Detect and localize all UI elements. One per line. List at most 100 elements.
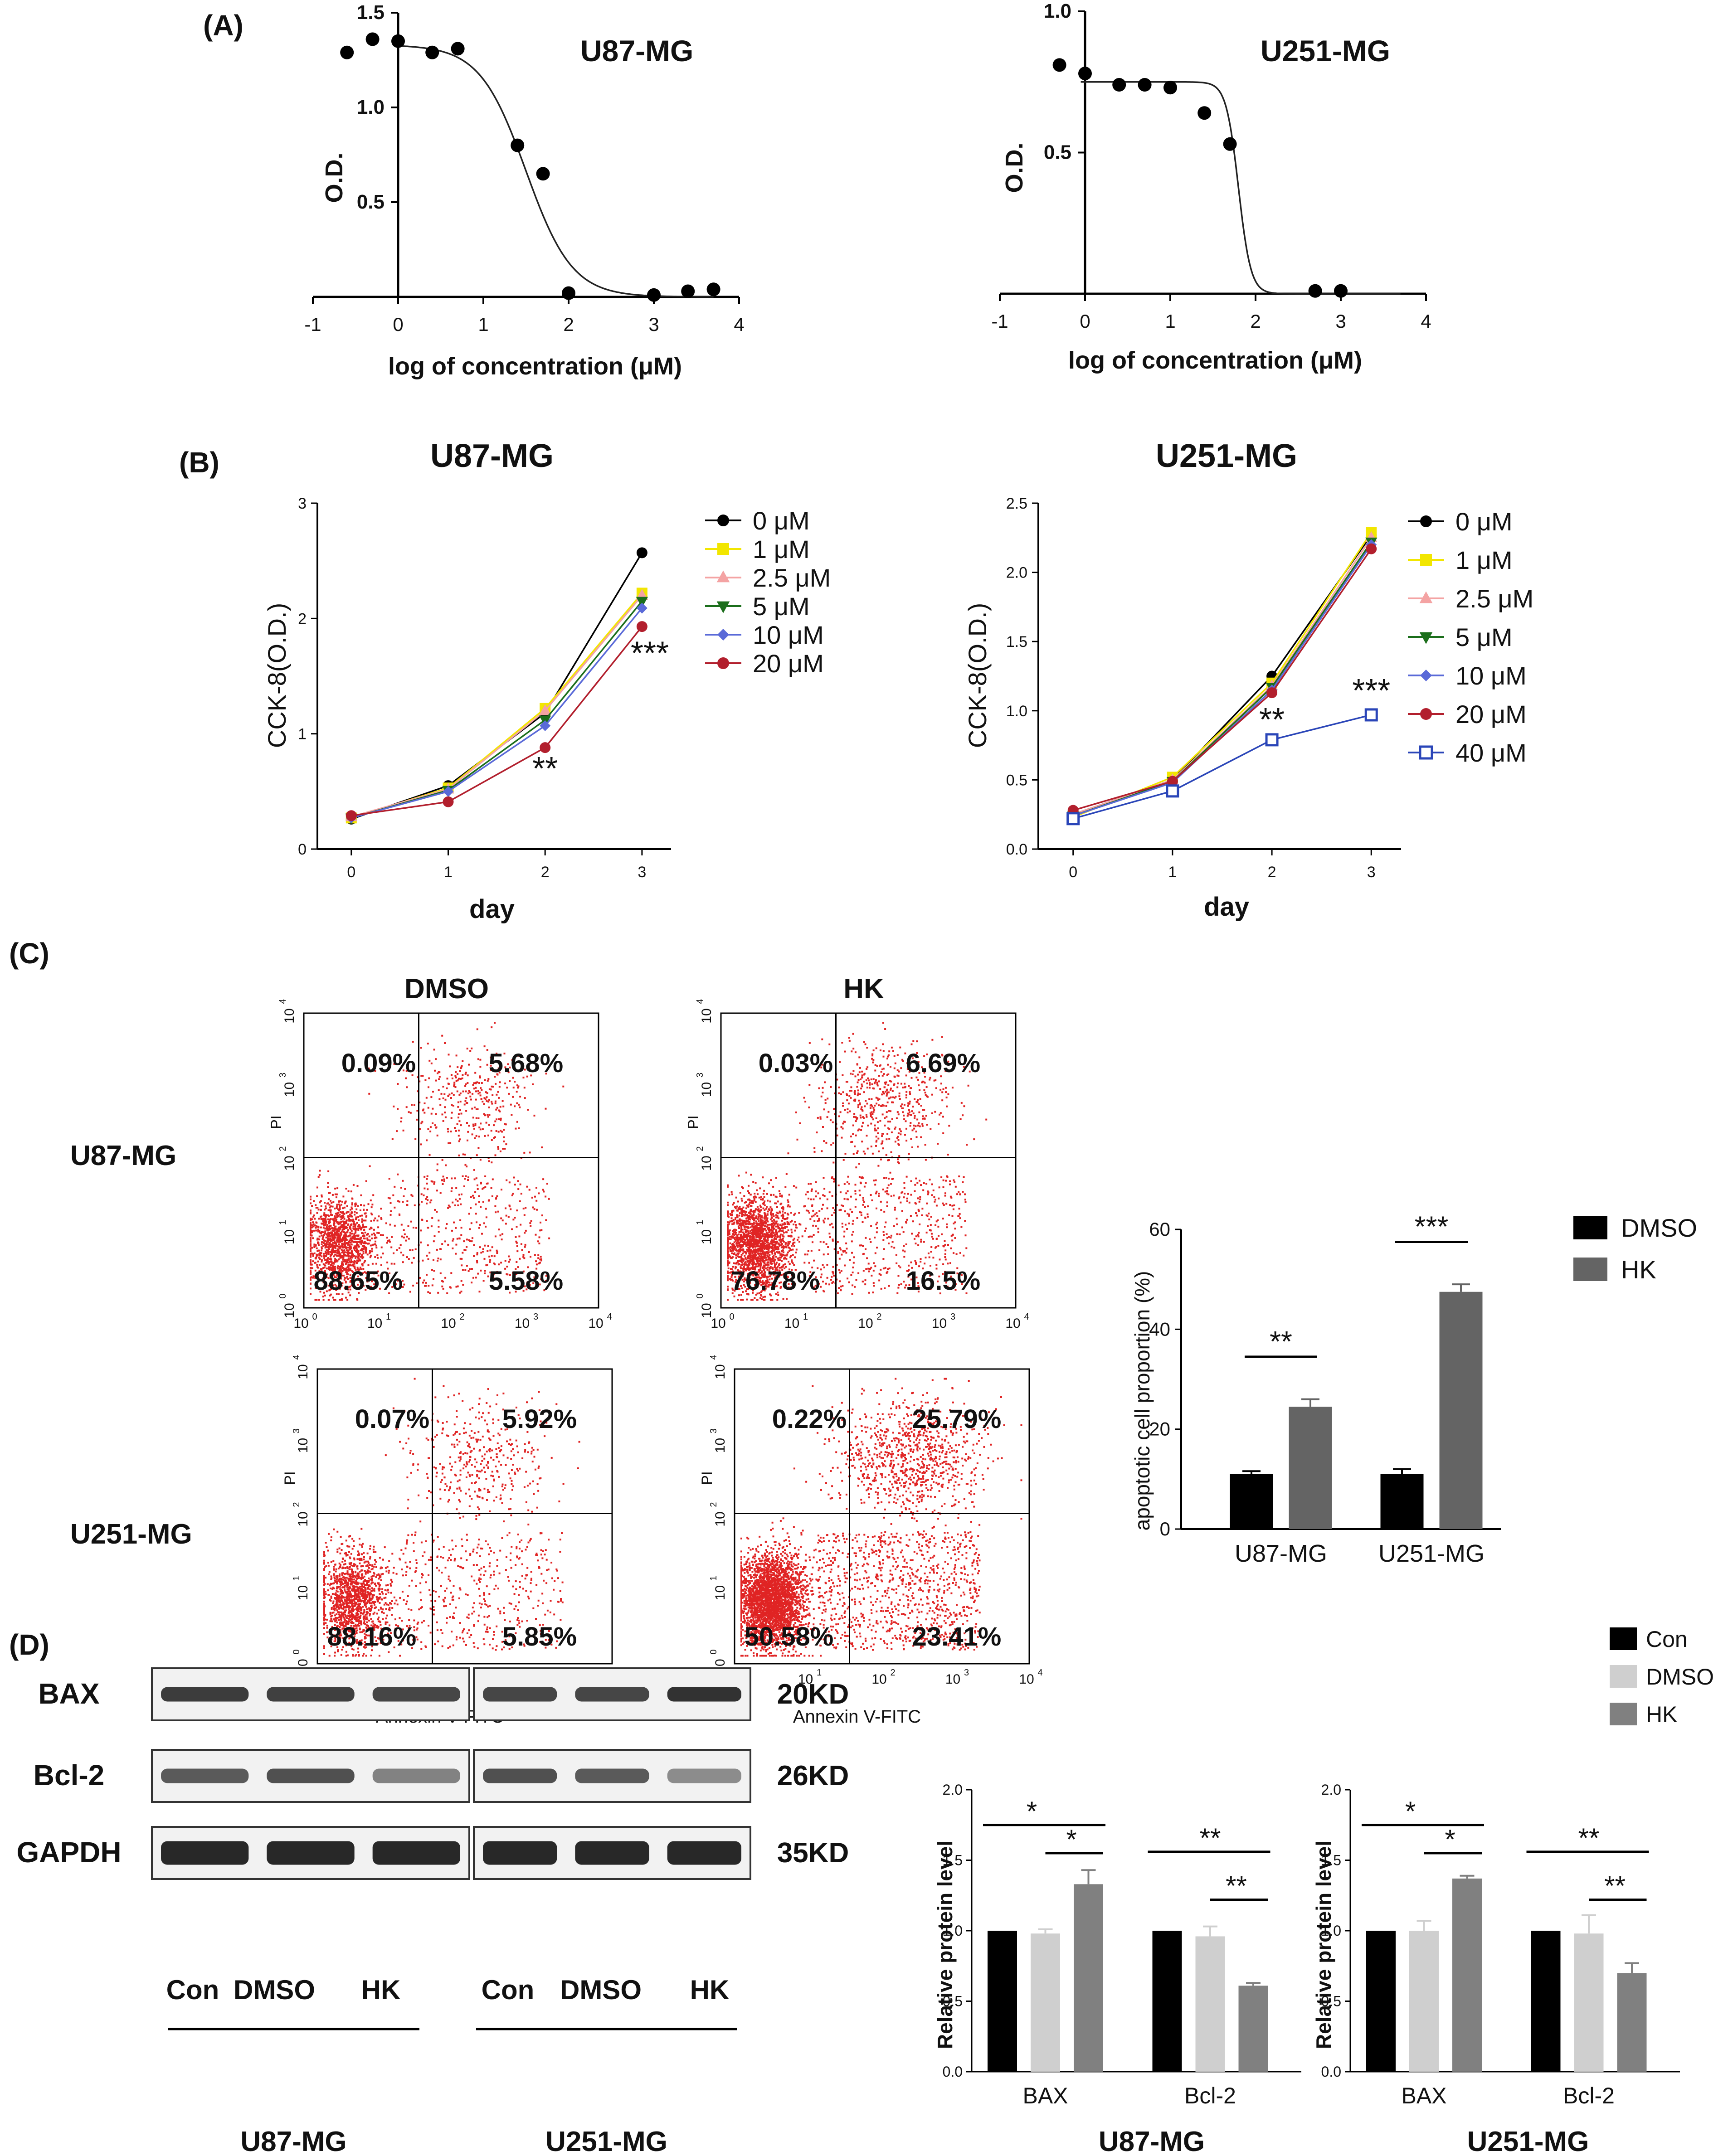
- event-dot: [365, 1277, 367, 1279]
- event-dot: [448, 1204, 450, 1207]
- event-dot: [374, 1070, 376, 1072]
- event-dot: [389, 1241, 391, 1243]
- event-dot: [515, 1236, 517, 1238]
- event-dot: [777, 1292, 779, 1294]
- event-dot: [795, 1251, 797, 1253]
- event-dot: [312, 1237, 314, 1239]
- event-dot: [832, 1207, 834, 1209]
- event-dot: [539, 1262, 541, 1264]
- event-dot: [745, 1233, 747, 1236]
- event-dot: [420, 1143, 422, 1146]
- event-dot: [519, 1096, 521, 1098]
- event-dot: [856, 1117, 858, 1119]
- event-dot: [326, 1267, 328, 1270]
- event-dot: [367, 1203, 370, 1205]
- event-dot: [883, 1177, 886, 1179]
- event-dot: [350, 1242, 352, 1244]
- event-dot: [887, 1055, 889, 1058]
- event-dot: [336, 1193, 338, 1195]
- event-dot: [315, 1227, 317, 1229]
- event-dot: [453, 1082, 456, 1083]
- event-dot: [817, 1117, 819, 1119]
- event-dot: [425, 1285, 427, 1287]
- event-dot: [324, 1259, 326, 1261]
- event-dot: [849, 1259, 851, 1261]
- event-dot: [871, 1113, 874, 1115]
- event-dot: [488, 1106, 490, 1108]
- event-dot: [751, 1237, 754, 1239]
- event-dot: [355, 1223, 357, 1225]
- event-dot: [854, 1093, 856, 1095]
- event-dot: [341, 1248, 343, 1251]
- event-dot: [911, 1267, 913, 1269]
- event-dot: [476, 1221, 477, 1224]
- event-dot: [496, 1251, 498, 1253]
- event-dot: [781, 1266, 784, 1268]
- event-dot: [494, 1100, 496, 1102]
- event-dot: [943, 1204, 945, 1206]
- event-dot: [329, 1289, 331, 1291]
- event-dot: [764, 1243, 766, 1244]
- event-dot: [866, 1213, 869, 1215]
- event-dot: [760, 1290, 763, 1292]
- event-dot: [841, 1042, 843, 1044]
- event-dot: [450, 1131, 452, 1132]
- event-dot: [863, 1041, 865, 1043]
- event-dot: [334, 1226, 336, 1229]
- event-dot: [842, 1122, 844, 1125]
- event-dot: [945, 1097, 948, 1098]
- event-dot: [731, 1236, 733, 1238]
- event-dot: [402, 1254, 404, 1257]
- event-dot: [877, 1099, 879, 1101]
- event-dot: [787, 1201, 789, 1203]
- event-dot: [773, 1222, 775, 1224]
- event-dot: [751, 1267, 754, 1269]
- event-dot: [940, 1176, 943, 1178]
- event-dot: [848, 1039, 851, 1042]
- event-dot: [325, 1219, 327, 1221]
- event-dot: [480, 1182, 482, 1185]
- event-dot: [903, 1182, 905, 1184]
- event-dot: [315, 1225, 317, 1227]
- event-dot: [767, 1210, 769, 1213]
- event-dot: [920, 1105, 922, 1107]
- event-dot: [727, 1184, 729, 1186]
- event-dot: [755, 1233, 757, 1236]
- event-dot: [341, 1229, 344, 1231]
- event-dot: [474, 1082, 477, 1084]
- event-dot: [793, 1241, 796, 1243]
- event-dot: [768, 1230, 770, 1232]
- event-dot: [765, 1259, 767, 1261]
- event-dot: [353, 1241, 355, 1243]
- event-dot: [348, 1258, 350, 1261]
- event-dot: [315, 1245, 317, 1247]
- event-dot: [506, 1087, 508, 1089]
- event-dot: [844, 1264, 846, 1267]
- event-dot: [911, 1129, 914, 1131]
- event-dot: [745, 1261, 747, 1263]
- event-dot: [443, 1178, 445, 1180]
- event-dot: [346, 1224, 349, 1226]
- event-dot: [446, 1078, 448, 1080]
- event-dot: [915, 1076, 918, 1078]
- event-dot: [473, 1244, 475, 1246]
- event-dot: [773, 1274, 775, 1276]
- event-dot: [341, 1268, 343, 1270]
- event-dot: [876, 1140, 878, 1141]
- event-dot: [768, 1251, 770, 1253]
- event-dot: [764, 1215, 766, 1218]
- event-dot: [901, 1226, 903, 1229]
- event-dot: [764, 1273, 766, 1275]
- event-dot: [933, 1079, 935, 1082]
- event-dot: [759, 1243, 762, 1245]
- event-dot: [355, 1238, 358, 1240]
- event-dot: [784, 1186, 787, 1188]
- event-dot: [318, 1174, 321, 1176]
- event-dot: [755, 1222, 757, 1224]
- event-dot: [829, 1224, 831, 1226]
- event-dot: [774, 1248, 776, 1250]
- event-dot: [839, 1061, 841, 1063]
- event-dot: [755, 1272, 757, 1275]
- event-dot: [477, 1147, 480, 1149]
- event-dot: [446, 1087, 448, 1089]
